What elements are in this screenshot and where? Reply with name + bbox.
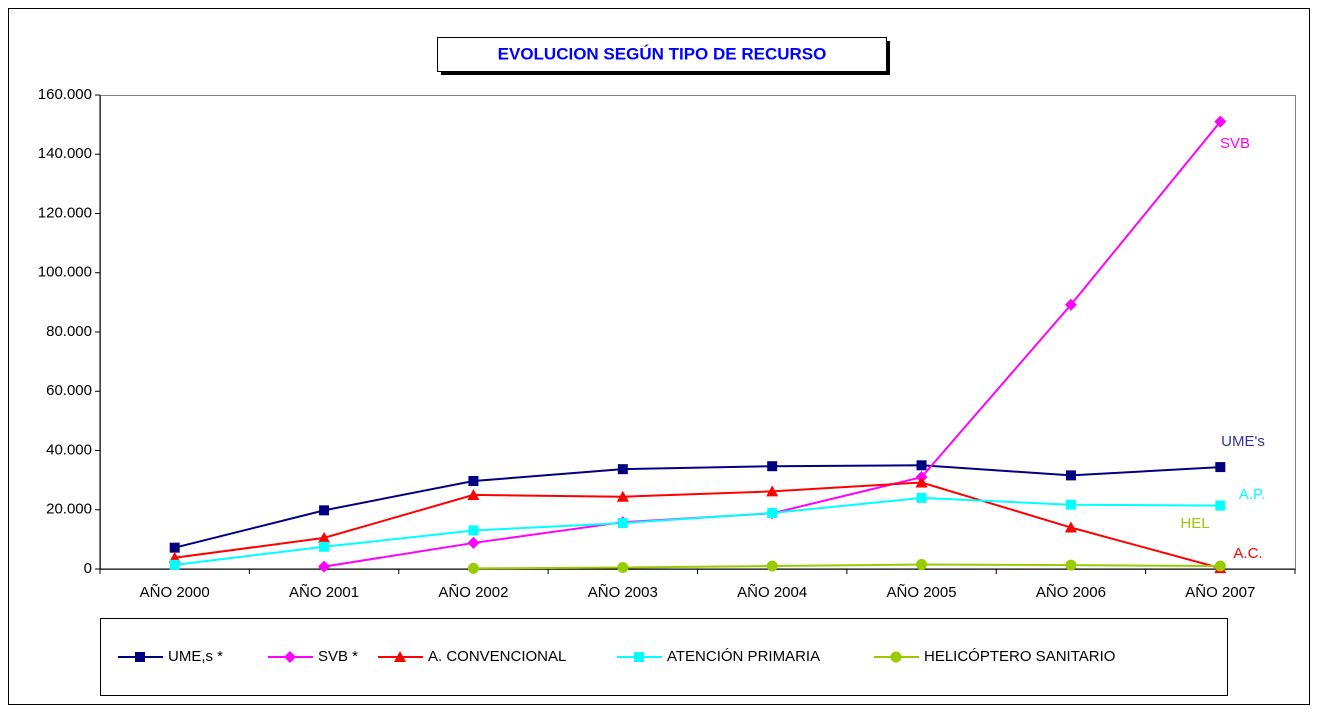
marker xyxy=(916,492,927,503)
plot-area xyxy=(100,95,1296,570)
marker xyxy=(1215,500,1226,511)
marker xyxy=(284,651,296,663)
marker xyxy=(616,490,629,502)
chart-title: EVOLUCION SEGÚN TIPO DE RECURSO xyxy=(498,44,827,63)
y-tick-label: 20.000 xyxy=(46,501,92,518)
marker xyxy=(766,560,778,572)
marker xyxy=(1065,499,1076,510)
annotation: A.C. xyxy=(1233,545,1262,562)
marker xyxy=(617,464,628,475)
legend-label: SVB * xyxy=(318,648,358,665)
marker xyxy=(467,562,479,574)
marker xyxy=(169,559,180,570)
marker xyxy=(916,559,928,571)
marker xyxy=(467,536,480,549)
x-tick-label: AÑO 2001 xyxy=(289,584,359,601)
legend-label: A. CONVENCIONAL xyxy=(428,648,566,665)
marker xyxy=(135,652,145,662)
marker xyxy=(1214,560,1226,572)
y-tick-label: 40.000 xyxy=(46,441,92,458)
marker xyxy=(617,562,629,574)
marker xyxy=(767,461,778,472)
marker xyxy=(468,525,479,536)
marker xyxy=(319,505,330,516)
x-tick-label: AÑO 2004 xyxy=(737,584,807,601)
marker xyxy=(634,652,644,662)
marker xyxy=(394,651,406,662)
marker xyxy=(1064,298,1077,311)
x-tick-label: AÑO 2007 xyxy=(1185,584,1255,601)
series-line xyxy=(174,496,1221,566)
marker xyxy=(319,541,330,552)
annotation: A.P. xyxy=(1239,486,1265,503)
series-line xyxy=(174,481,1221,570)
x-tick-label: AÑO 2003 xyxy=(588,584,658,601)
marker xyxy=(890,651,902,663)
marker xyxy=(318,560,331,573)
marker xyxy=(767,508,778,519)
marker xyxy=(169,542,180,553)
marker xyxy=(1214,115,1227,128)
legend-label: HELICÓPTERO SANITARIO xyxy=(924,648,1115,665)
legend-label: UME,s * xyxy=(168,648,223,665)
series-line xyxy=(473,563,1221,570)
y-tick-label: 120.000 xyxy=(38,204,92,221)
x-tick-label: AÑO 2000 xyxy=(140,584,210,601)
marker xyxy=(1064,521,1077,533)
title-shadow xyxy=(886,41,890,75)
annotation: HEL xyxy=(1180,515,1209,532)
y-tick-label: 60.000 xyxy=(46,382,92,399)
marker xyxy=(1215,462,1226,473)
marker xyxy=(916,460,927,471)
annotation: UME's xyxy=(1221,433,1265,450)
y-tick-label: 0 xyxy=(84,560,92,577)
y-tick-label: 100.000 xyxy=(38,264,92,281)
title-box xyxy=(437,37,887,72)
annotation: SVB xyxy=(1220,135,1250,152)
marker xyxy=(318,531,331,543)
marker xyxy=(1065,470,1076,481)
marker xyxy=(617,518,628,529)
title-shadow xyxy=(441,71,890,75)
series-line xyxy=(174,464,1221,549)
marker xyxy=(467,488,480,500)
marker xyxy=(915,476,928,488)
y-tick-label: 80.000 xyxy=(46,323,92,340)
marker xyxy=(766,485,779,497)
y-tick-label: 160.000 xyxy=(38,86,92,103)
y-tick-label: 140.000 xyxy=(38,145,92,162)
marker xyxy=(468,476,479,487)
legend-label: ATENCIÓN PRIMARIA xyxy=(667,648,820,665)
x-tick-label: AÑO 2005 xyxy=(887,584,957,601)
x-tick-label: AÑO 2006 xyxy=(1036,584,1106,601)
x-tick-label: AÑO 2002 xyxy=(438,584,508,601)
marker xyxy=(1065,559,1077,571)
